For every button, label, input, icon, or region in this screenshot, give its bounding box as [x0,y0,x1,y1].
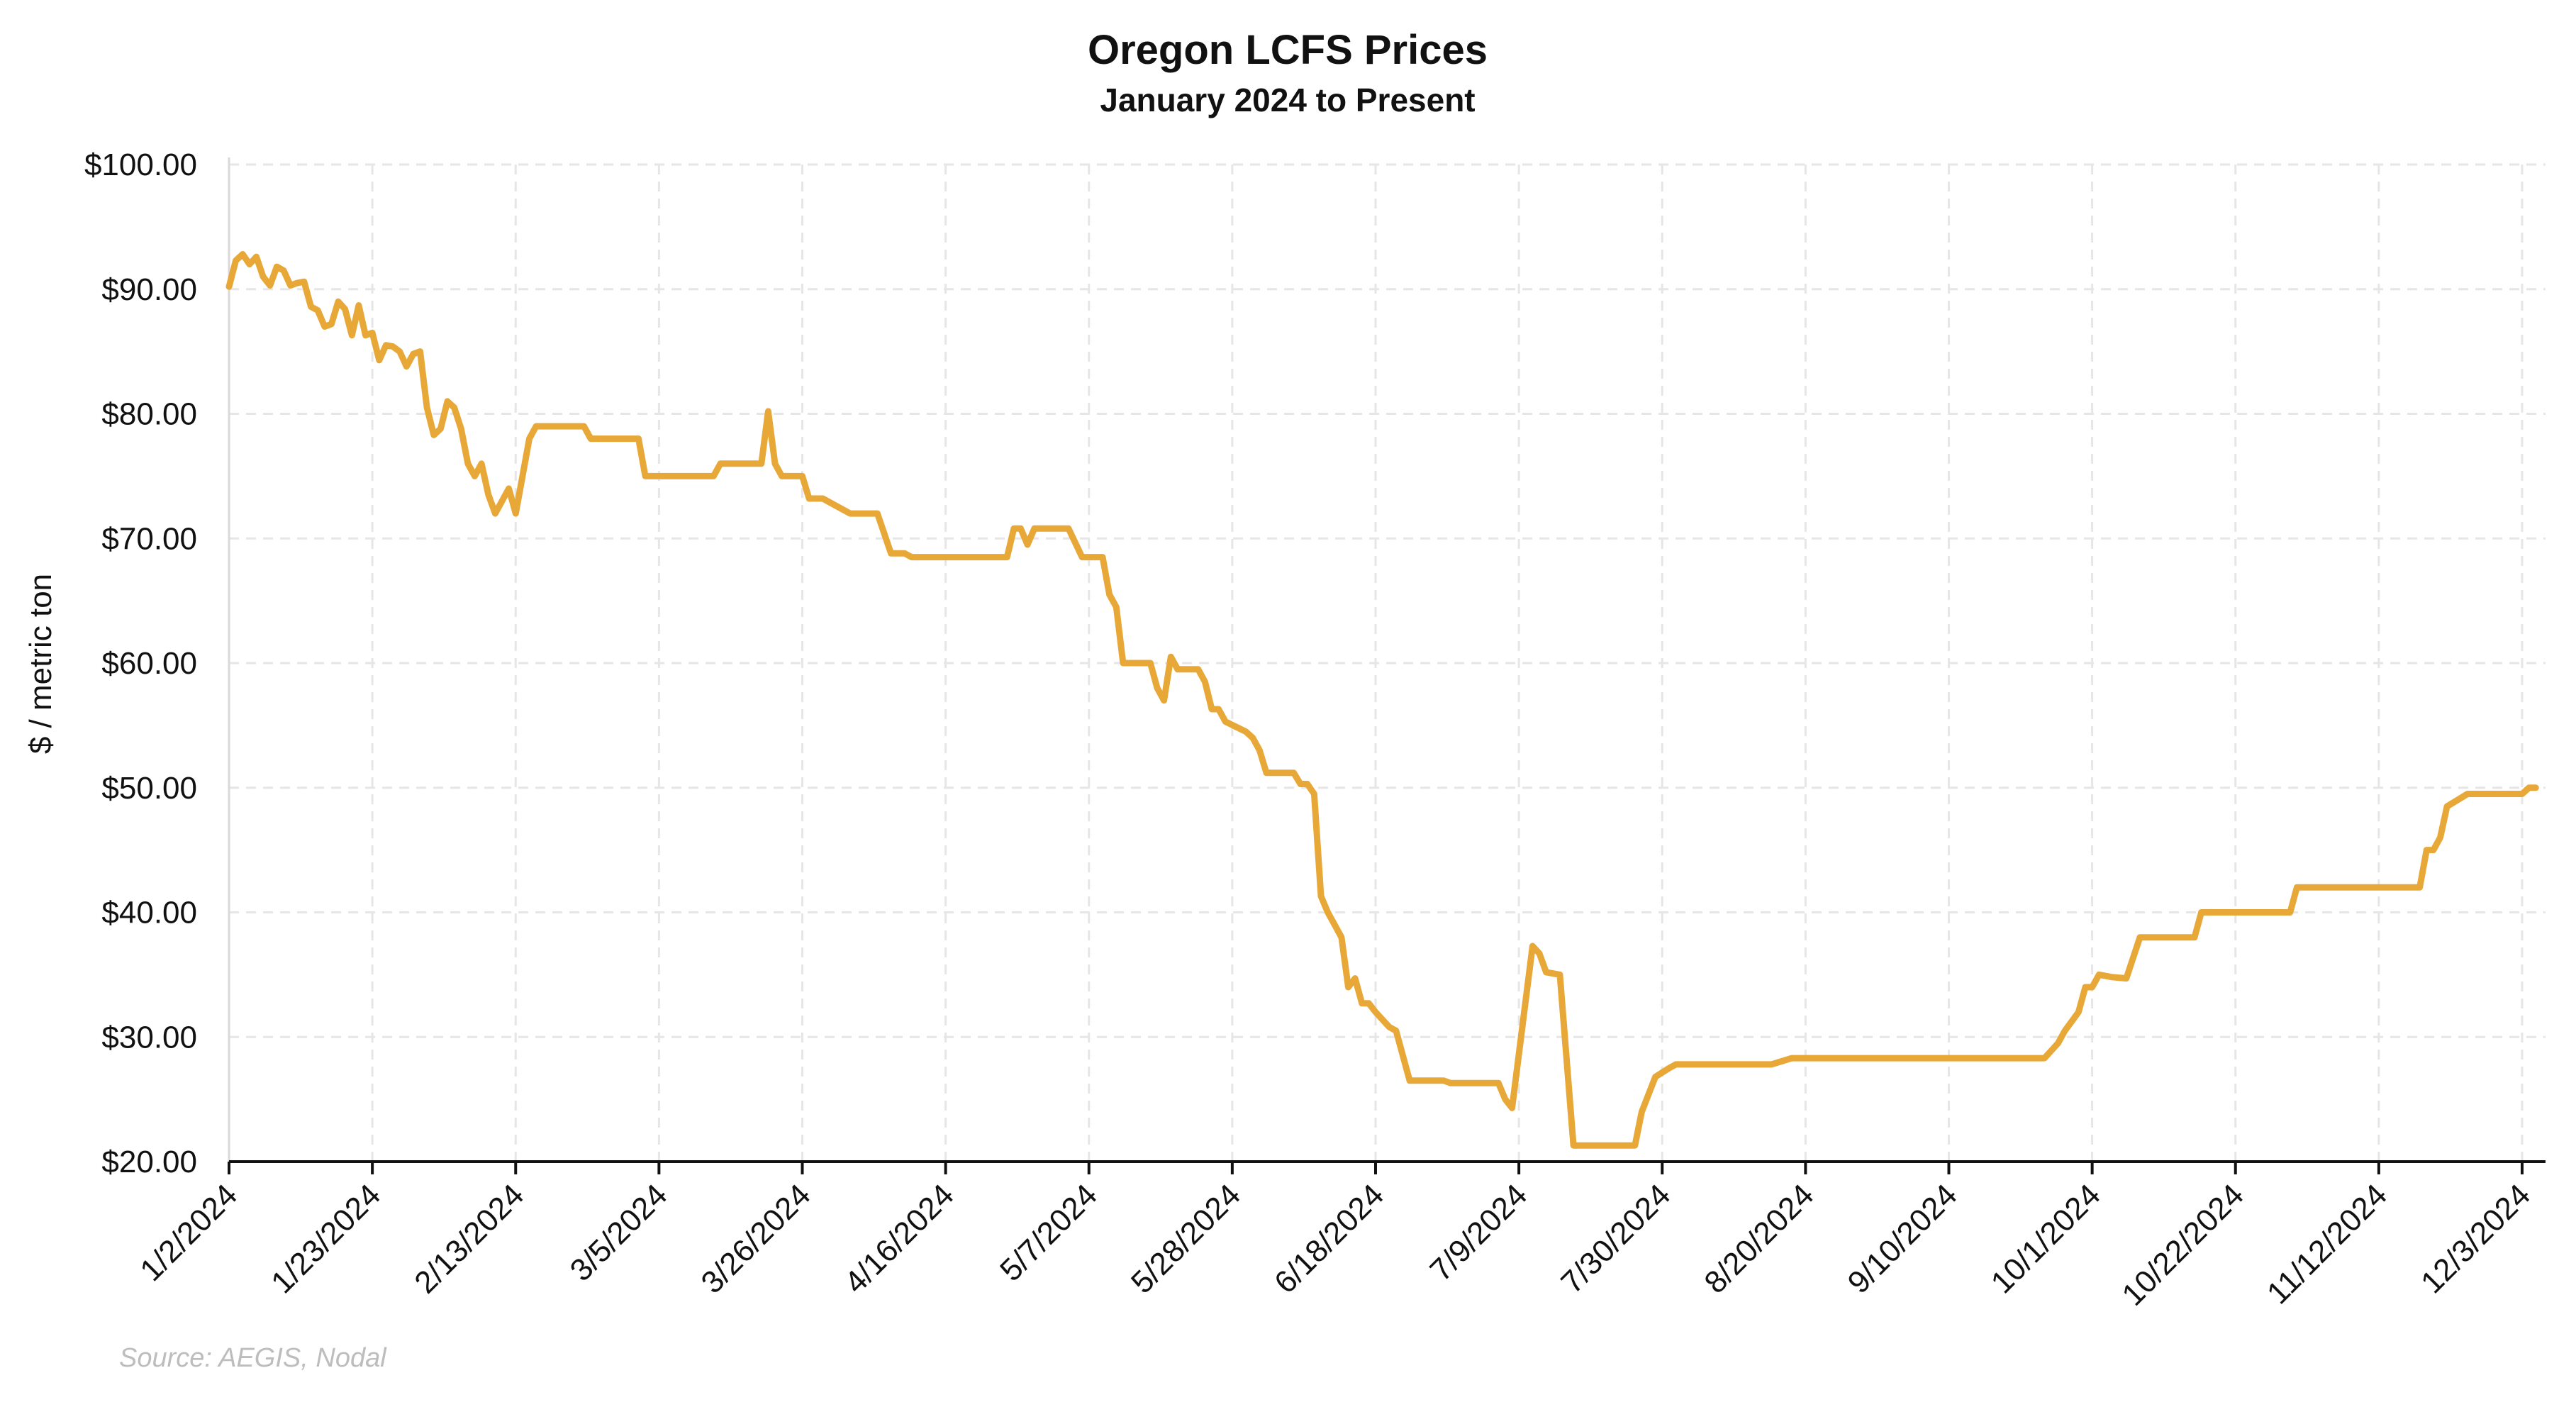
series-line [225,251,2539,1149]
x-tick-label: 6/18/2024 [1268,1177,1390,1300]
x-tick-label: 10/22/2024 [2115,1177,2250,1312]
x-tick-label: 2/13/2024 [408,1177,530,1300]
y-tick-label: $40.00 [101,896,197,930]
y-axis-label: $ / metric ton [23,574,58,754]
y-tick-label: $60.00 [101,646,197,681]
y-tick-label: $20.00 [101,1145,197,1179]
y-tick-label: $70.00 [101,521,197,556]
x-tick-label: 1/23/2024 [264,1177,387,1300]
y-tick-label: $90.00 [101,272,197,307]
x-tick-label: 4/16/2024 [838,1177,961,1300]
x-tick-label: 5/28/2024 [1125,1177,1247,1300]
x-tick-label: 7/9/2024 [1423,1177,1534,1288]
x-tick-label: 1/2/2024 [133,1177,244,1288]
y-tick-label: $50.00 [101,771,197,806]
axes [228,157,2546,1163]
x-axis-ticks: 1/2/2024 1/23/2024 2/13/2024 3/5/2024 3/26/2… [133,1162,2537,1313]
series [225,251,2539,1149]
y-tick-label: $80.00 [101,397,197,432]
y-tick-label: $100.00 [84,148,197,182]
chart-subtitle: January 2024 to Present [1100,82,1475,118]
source-note: Source: AEGIS, Nodal [119,1343,387,1373]
x-tick-label: 10/1/2024 [1985,1177,2107,1300]
x-tick-label: 12/3/2024 [2414,1177,2537,1300]
x-tick-label: 9/10/2024 [1841,1177,1964,1300]
x-tick-label: 11/12/2024 [2260,1177,2394,1311]
chart-title: Oregon LCFS Prices [1088,27,1488,73]
x-tick-label: 8/20/2024 [1697,1177,1820,1300]
y-tick-label: $30.00 [101,1020,197,1055]
x-tick-label: 3/26/2024 [695,1177,818,1300]
x-tick-label: 7/30/2024 [1554,1177,1677,1300]
x-tick-label: 5/7/2024 [993,1177,1104,1288]
y-axis-ticks: $100.00 $90.00 $80.00 $70.00 $60.00 $50.00 $40… [84,148,197,1179]
grid [229,163,2546,1162]
x-tick-label: 3/5/2024 [564,1177,674,1288]
